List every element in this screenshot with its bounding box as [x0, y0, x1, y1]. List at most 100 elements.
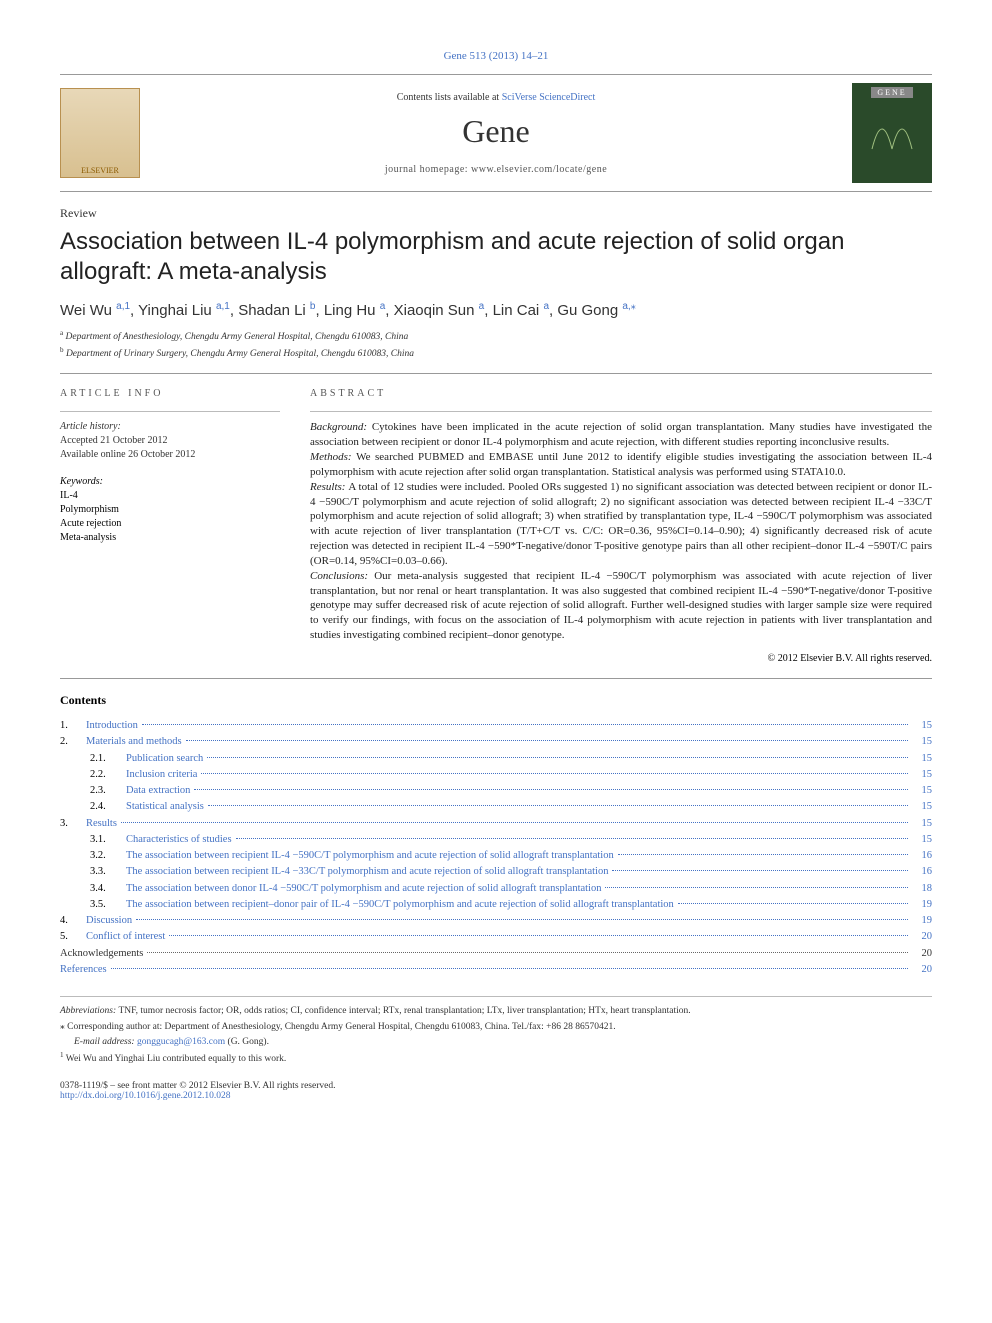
toc-leader-dots — [605, 887, 908, 888]
author-affiliation-marker[interactable]: a,1 — [216, 301, 230, 312]
toc-number: 2.3. — [90, 783, 126, 799]
toc-number: 4. — [60, 913, 86, 929]
homepage-url[interactable]: www.elsevier.com/locate/gene — [471, 164, 607, 175]
abstract-rule — [310, 411, 932, 412]
toc-entry-text: Acknowledgements — [60, 946, 143, 962]
toc-row[interactable]: 2.3.Data extraction15 — [60, 783, 932, 799]
accepted-date: Accepted 21 October 2012 — [60, 434, 280, 448]
online-date: Available online 26 October 2012 — [60, 448, 280, 462]
cover-graphic-icon — [867, 104, 917, 154]
toc-row[interactable]: 2.Materials and methods15 — [60, 734, 932, 750]
author-affiliation-marker[interactable]: a,1 — [116, 301, 130, 312]
toc-page-number: 15 — [912, 832, 932, 848]
author-name: , Shadan Li — [230, 302, 310, 319]
info-rule — [60, 411, 280, 412]
toc-row[interactable]: 3.4.The association between donor IL-4 −… — [60, 881, 932, 897]
toc-page-number: 15 — [912, 799, 932, 815]
abstract-section-label: Background: — [310, 421, 372, 433]
toc-entry-text: References — [60, 962, 107, 978]
toc-row[interactable]: 5.Conflict of interest20 — [60, 929, 932, 945]
journal-name: Gene — [140, 113, 852, 150]
toc-entry-text: Characteristics of studies — [126, 832, 232, 848]
article-info-heading: article info — [60, 388, 280, 399]
author-affiliation-marker[interactable]: a, — [622, 301, 630, 312]
author-name: Wei Wu — [60, 302, 116, 319]
footnotes-block: Abbreviations: TNF, tumor necrosis facto… — [60, 1005, 932, 1066]
toc-entry-text: Statistical analysis — [126, 799, 204, 815]
toc-number: 2.2. — [90, 767, 126, 783]
toc-row[interactable]: 3.3.The association between recipient IL… — [60, 864, 932, 880]
info-abstract-row: article info Article history: Accepted 2… — [60, 388, 932, 664]
toc-row[interactable]: 4.Discussion19 — [60, 913, 932, 929]
toc-entry-text: The association between recipient–donor … — [126, 897, 674, 913]
citation-link[interactable]: Gene 513 (2013) 14–21 — [444, 50, 549, 62]
toc-row[interactable]: 2.2.Inclusion criteria15 — [60, 767, 932, 783]
toc-leader-dots — [612, 870, 908, 871]
article-type-label: Review — [60, 206, 932, 221]
band-center: Contents lists available at SciVerse Sci… — [140, 92, 852, 175]
toc-page-number: 20 — [912, 929, 932, 945]
toc-page-number: 15 — [912, 816, 932, 832]
toc-row: Acknowledgements20 — [60, 946, 932, 962]
equal-contribution-line: 1 Wei Wu and Yinghai Liu contributed equ… — [60, 1051, 932, 1066]
abbrev-text: TNF, tumor necrosis factor; OR, odds rat… — [118, 1006, 690, 1016]
email-label: E-mail address: — [74, 1037, 137, 1047]
contents-lists-line: Contents lists available at SciVerse Sci… — [140, 92, 852, 103]
affiliations-block: a Department of Anesthesiology, Chengdu … — [60, 329, 932, 359]
journal-band: ELSEVIER Contents lists available at Sci… — [60, 74, 932, 192]
sciencedirect-link[interactable]: SciVerse ScienceDirect — [502, 92, 596, 103]
article-page: Gene 513 (2013) 14–21 ELSEVIER Contents … — [0, 0, 992, 1131]
toc-number: 3.3. — [90, 864, 126, 880]
toc-row[interactable]: 2.4.Statistical analysis 15 — [60, 799, 932, 815]
toc-row[interactable]: 3.5.The association between recipient–do… — [60, 897, 932, 913]
front-matter-line: 0378-1119/$ – see front matter © 2012 El… — [60, 1081, 932, 1091]
toc-entry-text: Introduction — [86, 718, 138, 734]
elsevier-logo: ELSEVIER — [60, 88, 140, 178]
abstract-body: Background: Cytokines have been implicat… — [310, 420, 932, 643]
affiliation-line: a Department of Anesthesiology, Chengdu … — [60, 329, 932, 342]
keyword-item: Acute rejection — [60, 517, 280, 531]
abbreviations-line: Abbreviations: TNF, tumor necrosis facto… — [60, 1005, 932, 1018]
toc-row[interactable]: 1.Introduction15 — [60, 718, 932, 734]
toc-number: 5. — [60, 929, 86, 945]
toc-page-number: 18 — [912, 881, 932, 897]
corr-text: Corresponding author at: Department of A… — [65, 1022, 616, 1032]
toc-page-number: 15 — [912, 718, 932, 734]
email-link[interactable]: gonggucagh@163.com — [137, 1037, 225, 1047]
affiliation-line: b Department of Urinary Surgery, Chengdu… — [60, 346, 932, 359]
toc-row[interactable]: 2.1.Publication search15 — [60, 751, 932, 767]
author-name: , Yinghai Liu — [130, 302, 216, 319]
keyword-item: Meta-analysis — [60, 531, 280, 545]
toc-page-number: 20 — [912, 962, 932, 978]
abstract-section-text: Cytokines have been implicated in the ac… — [310, 421, 932, 448]
abstract-heading: abstract — [310, 388, 932, 399]
toc-row[interactable]: 3.Results15 — [60, 816, 932, 832]
toc-number: 3.2. — [90, 848, 126, 864]
corresponding-author-line: ⁎ Corresponding author at: Department of… — [60, 1021, 932, 1034]
toc-leader-dots — [194, 789, 908, 790]
toc-page-number: 19 — [912, 897, 932, 913]
abstract-section-text: A total of 12 studies were included. Poo… — [310, 481, 932, 567]
corresponding-star-icon[interactable]: ⁎ — [631, 301, 636, 312]
journal-cover-thumbnail: GENE — [852, 83, 932, 183]
toc-leader-dots — [169, 935, 908, 936]
toc-number: 2.4. — [90, 799, 126, 815]
keywords-list: IL-4PolymorphismAcute rejectionMeta-anal… — [60, 489, 280, 545]
toc-page-number: 15 — [912, 783, 932, 799]
author-name: , Gu Gong — [549, 302, 622, 319]
toc-leader-dots — [236, 838, 908, 839]
toc-leader-dots — [208, 805, 908, 806]
toc-row[interactable]: 3.1.Characteristics of studies 15 — [60, 832, 932, 848]
email-line: E-mail address: gonggucagh@163.com (G. G… — [74, 1036, 932, 1049]
table-of-contents: 1.Introduction152.Materials and methods1… — [60, 718, 932, 978]
toc-row[interactable]: 3.2.The association between recipient IL… — [60, 848, 932, 864]
note1-text: Wei Wu and Yinghai Liu contributed equal… — [64, 1054, 287, 1064]
toc-entry-text: Publication search — [126, 751, 203, 767]
toc-row[interactable]: References 20 — [60, 962, 932, 978]
doi-link[interactable]: http://dx.doi.org/10.1016/j.gene.2012.10… — [60, 1091, 231, 1101]
toc-number: 3.1. — [90, 832, 126, 848]
rule-below-abstract — [60, 678, 932, 679]
abstract-section-label: Conclusions: — [310, 570, 374, 582]
abstract-section-label: Results: — [310, 481, 348, 493]
toc-leader-dots — [111, 968, 908, 969]
